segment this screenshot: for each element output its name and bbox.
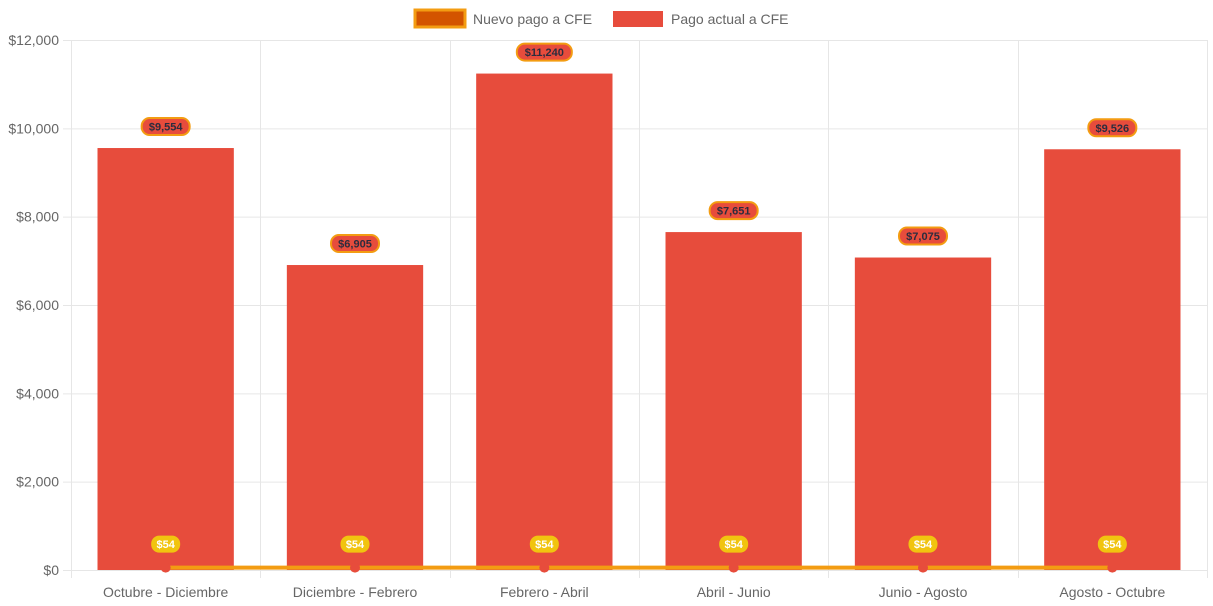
bar[interactable]	[1044, 149, 1181, 571]
line-series	[160, 562, 1118, 573]
y-tick-label: $8,000	[16, 209, 59, 225]
bar-data-labels: $9,554 $6,905 $11,240 $7,651 $7,075 $9,526	[140, 42, 1138, 254]
y-tick-label: $2,000	[16, 474, 59, 490]
line-point[interactable]	[160, 562, 171, 573]
bar-label-badge	[898, 226, 948, 246]
line-data-label: $54	[535, 539, 554, 551]
bar-data-label: $7,651	[717, 206, 751, 218]
legend-item-line[interactable]: Nuevo pago a CFE	[413, 8, 592, 29]
line-label-badge	[340, 535, 370, 553]
line-data-labels: $54 $54 $54 $54 $54 $54	[151, 535, 1127, 553]
legend-swatch-bar	[613, 11, 663, 27]
x-tick-label: Diciembre - Febrero	[293, 584, 418, 600]
bar[interactable]	[97, 148, 234, 570]
line-point[interactable]	[350, 562, 360, 573]
bar-data-label: $11,240	[525, 47, 564, 59]
line-data-label: $54	[914, 539, 933, 551]
line-data-label: $54	[156, 539, 175, 551]
line-label-badge	[908, 535, 938, 553]
line-data-label: $54	[724, 539, 743, 551]
bar-label-badge	[330, 234, 380, 254]
bar-data-label: $6,905	[338, 239, 372, 251]
legend-swatch-line	[413, 8, 467, 29]
line-label-badge	[529, 535, 559, 553]
legend-label-bar: Pago actual a CFE	[671, 11, 789, 27]
line-point[interactable]	[918, 562, 928, 573]
y-tick-label: $6,000	[16, 297, 59, 313]
bar-data-label: $9,526	[1096, 123, 1130, 135]
line-label-badge	[1097, 535, 1127, 553]
line-data-label: $54	[1103, 539, 1122, 551]
x-tick-label: Octubre - Diciembre	[103, 584, 228, 600]
legend-item-bar[interactable]: Pago actual a CFE	[613, 11, 789, 27]
bar-label-badge	[515, 42, 573, 62]
x-tick-label: Abril - Junio	[697, 584, 771, 600]
x-tick-label: Agosto - Octubre	[1059, 584, 1165, 600]
line-point[interactable]	[539, 562, 550, 573]
x-tick-label: Junio - Agosto	[879, 584, 968, 600]
y-axis: $0 $2,000 $4,000 $6,000 $8,000 $10,000 $12,000	[8, 32, 59, 578]
y-tick-label: $0	[43, 562, 59, 578]
bar[interactable]	[286, 265, 424, 570]
bar-label-badge	[1087, 118, 1138, 138]
bar-series	[97, 73, 1181, 571]
gridlines	[63, 40, 1208, 578]
x-axis: Octubre - Diciembre Diciembre - Febrero Fe…	[103, 584, 1165, 600]
legend-label-line: Nuevo pago a CFE	[473, 11, 592, 27]
bar-data-label: $9,554	[149, 122, 184, 134]
y-tick-label: $10,000	[8, 120, 59, 136]
bar-label-badge	[708, 201, 759, 221]
bar[interactable]	[854, 257, 992, 570]
legend: Nuevo pago a CFE Pago actual a CFE	[413, 8, 789, 29]
bar-label-badge	[140, 117, 191, 137]
line-data-label: $54	[346, 539, 365, 551]
bar[interactable]	[665, 232, 802, 571]
line-point[interactable]	[1107, 562, 1118, 573]
bar[interactable]	[476, 73, 613, 571]
x-tick-label: Febrero - Abril	[500, 584, 589, 600]
y-tick-label: $4,000	[16, 385, 59, 401]
line-point[interactable]	[728, 562, 739, 573]
line-label-badge	[151, 535, 181, 553]
bar-data-label: $7,075	[906, 231, 940, 243]
line-label-badge	[719, 535, 749, 553]
y-tick-label: $12,000	[8, 32, 59, 48]
